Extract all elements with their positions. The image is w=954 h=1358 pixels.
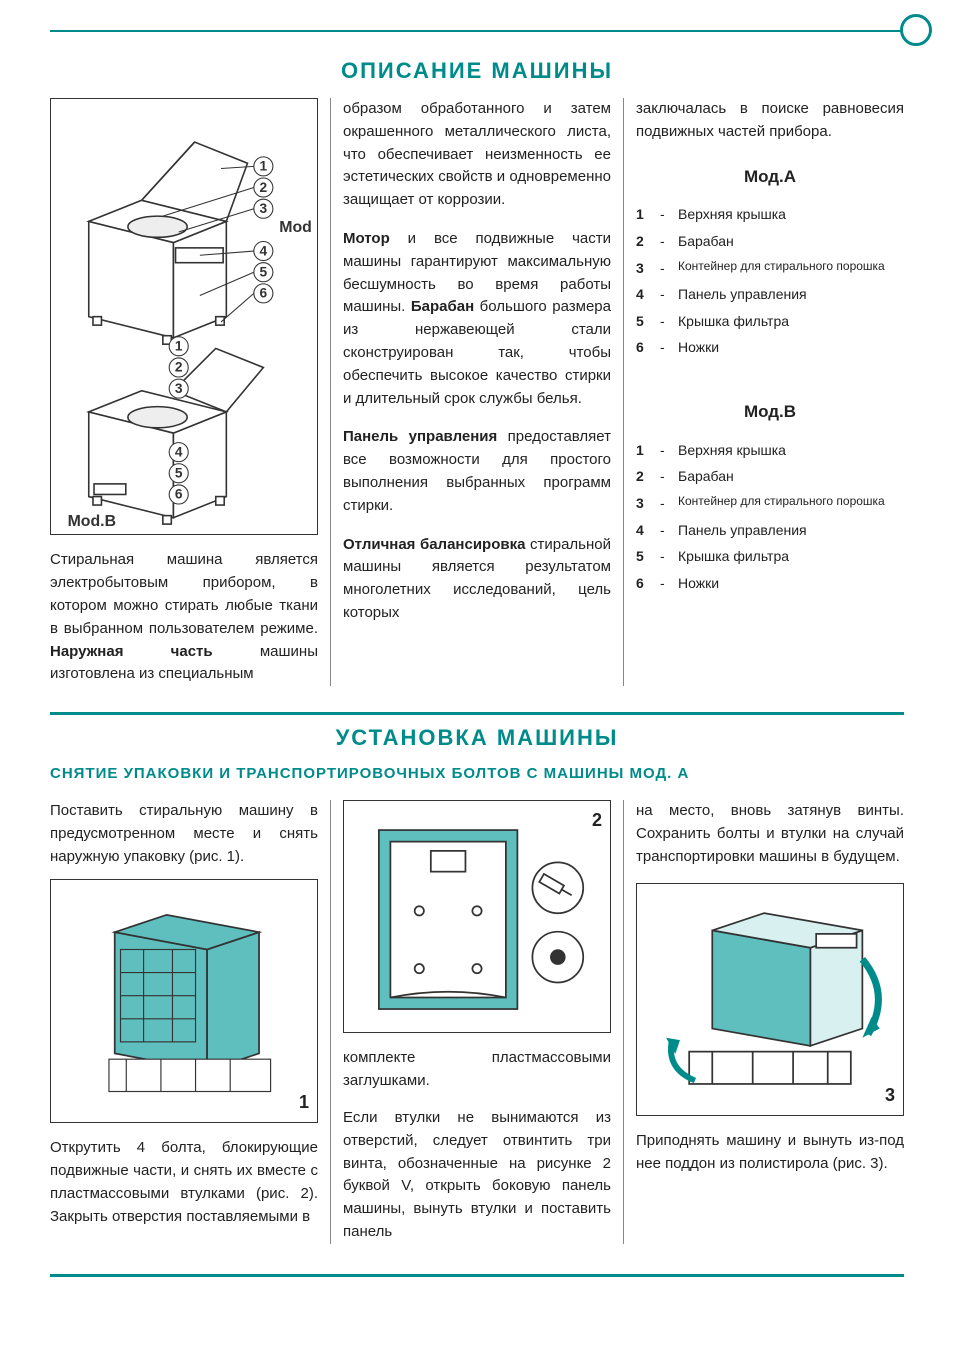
figure-1-icon — [57, 886, 311, 1117]
s2-col2-p2: Если втулки не вынимаются из отверстий, … — [343, 1107, 611, 1244]
section2-columns: Поставить стиральную машину в предусмотр… — [50, 800, 904, 1244]
svg-text:3: 3 — [175, 381, 183, 396]
parts-list-item: 6-Ножки — [636, 334, 904, 361]
section2-col1: Поставить стиральную машину в предусмотр… — [50, 800, 330, 1244]
svg-text:3: 3 — [260, 201, 268, 216]
section1-col1: 1 2 3 4 5 6 Mod.A — [50, 98, 330, 686]
s1-col3-p1: заключалась в поиске равновесия подвижны… — [636, 98, 904, 144]
s1-col2-p4: Отличная балансировка стиральной машины … — [343, 534, 611, 625]
s1-col1-p1: Стиральная машина является электробытовы… — [50, 549, 318, 686]
parts-list-item: 2-Барабан — [636, 463, 904, 490]
parts-list-item: 4-Панель управления — [636, 517, 904, 544]
svg-text:6: 6 — [260, 286, 268, 301]
s2-col1-p1: Поставить стиральную машину в предусмотр… — [50, 800, 318, 868]
figure-3-number: 3 — [885, 1082, 895, 1109]
top-rule — [50, 30, 904, 32]
svg-text:1: 1 — [260, 159, 268, 174]
parts-list-item: 1-Верхняя крышка — [636, 201, 904, 228]
svg-text:5: 5 — [260, 264, 268, 279]
section2-title: УСТАНОВКА МАШИНЫ — [50, 725, 904, 751]
modB-label: Mod.B — [68, 513, 116, 528]
parts-list-item: 5-Крышка фильтра — [636, 543, 904, 570]
parts-list-item: 1-Верхняя крышка — [636, 437, 904, 464]
svg-text:2: 2 — [175, 360, 183, 375]
diagram-models: 1 2 3 4 5 6 Mod.A — [50, 98, 318, 535]
s2-col3-p2: Приподнять машину и вынуть из-под нее по… — [636, 1130, 904, 1176]
svg-text:2: 2 — [260, 180, 268, 195]
corner-circle-icon — [900, 14, 932, 46]
section2-col2: 2 комплекте пластмассовыми заглушками. Е… — [330, 800, 623, 1244]
section2-subtitle: СНЯТИЕ УПАКОВКИ И ТРАНСПОРТИРОВОЧНЫХ БОЛ… — [50, 765, 904, 782]
s2-col1-p2: Открутить 4 болта, блокирующие подвижные… — [50, 1137, 318, 1228]
svg-text:1: 1 — [175, 339, 183, 354]
figure-1-number: 1 — [299, 1089, 309, 1116]
bottom-rule — [50, 1274, 904, 1277]
figure-2: 2 — [343, 800, 611, 1033]
figure-3: 3 — [636, 883, 904, 1116]
parts-list-item: 5-Крышка фильтра — [636, 308, 904, 335]
section1-columns: 1 2 3 4 5 6 Mod.A — [50, 98, 904, 686]
svg-text:4: 4 — [260, 243, 268, 258]
modA-label: Mod.A — [279, 219, 311, 236]
figure-2-number: 2 — [592, 807, 602, 834]
parts-list-item: 3-Контейнер для стирального порошка — [636, 490, 904, 517]
modA-heading: Мод.A — [636, 164, 904, 190]
parts-list-item: 2-Барабан — [636, 228, 904, 255]
figure-1: 1 — [50, 879, 318, 1124]
modA-parts-list: 1-Верхняя крышка2-Барабан3-Контейнер для… — [636, 201, 904, 361]
section1-title: ОПИСАНИЕ МАШИНЫ — [50, 58, 904, 84]
washing-machine-diagram-icon: 1 2 3 4 5 6 Mod.A — [57, 105, 311, 528]
section1-col3: заключалась в поиске равновесия подвижны… — [623, 98, 904, 686]
svg-text:5: 5 — [175, 466, 183, 481]
modB-heading: Мод.B — [636, 399, 904, 425]
parts-list-item: 4-Панель управления — [636, 281, 904, 308]
s2-col2-p1: комплекте пластмассовыми заглушками. — [343, 1047, 611, 1093]
modB-parts-list: 1-Верхняя крышка2-Барабан3-Контейнер для… — [636, 437, 904, 597]
parts-list-item: 6-Ножки — [636, 570, 904, 597]
section2-col3: на место, вновь затянув винты. Сохранить… — [623, 800, 904, 1244]
parts-list-item: 3-Контейнер для стирального порошка — [636, 255, 904, 282]
svg-text:4: 4 — [175, 444, 183, 459]
figure-3-icon — [643, 890, 897, 1109]
svg-text:6: 6 — [175, 487, 183, 502]
s1-col2-p3: Панель управления предоставляет все возм… — [343, 426, 611, 517]
s1-col2-p2: Мотор и все подвижные части машины гаран… — [343, 228, 611, 410]
s1-col2-p1: образом обработанного и затем окрашенног… — [343, 98, 611, 212]
section1-col2: образом обработанного и затем окрашенног… — [330, 98, 623, 686]
figure-2-icon — [350, 807, 604, 1026]
s2-col3-p1: на место, вновь затянув винты. Сохранить… — [636, 800, 904, 868]
section-divider — [50, 712, 904, 715]
